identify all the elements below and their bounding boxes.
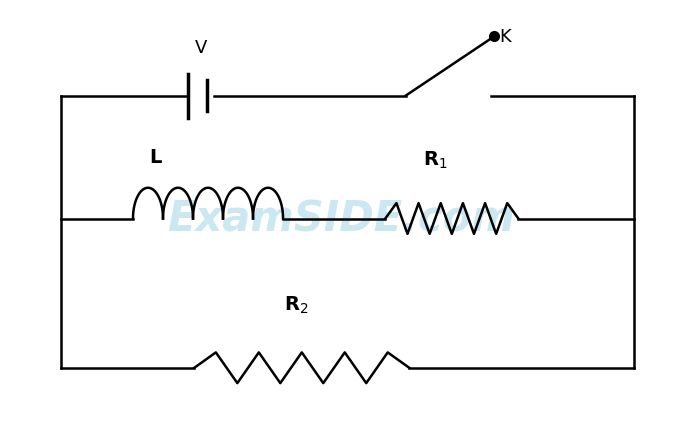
Text: L: L bbox=[149, 148, 162, 166]
Text: V: V bbox=[195, 39, 207, 57]
Text: R$_1$: R$_1$ bbox=[423, 149, 447, 171]
Text: K: K bbox=[499, 28, 511, 46]
Text: R$_2$: R$_2$ bbox=[284, 294, 309, 315]
Text: ExamSIDE.com: ExamSIDE.com bbox=[167, 198, 515, 240]
